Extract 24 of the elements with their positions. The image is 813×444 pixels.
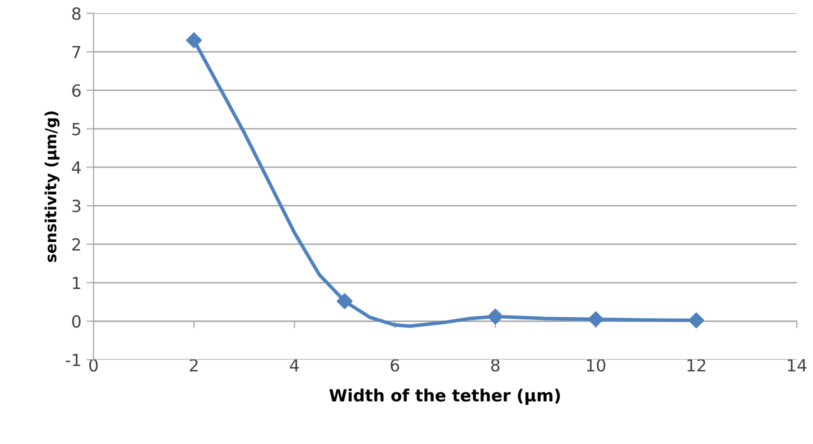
x-tick-label: 4: [290, 359, 299, 372]
x-axis-title: Width of the tether (µm): [329, 388, 560, 405]
y-tick-label: 6: [72, 84, 81, 97]
point: [688, 312, 704, 328]
x-tick-label: 8: [491, 358, 500, 372]
x-tick-label: 10: [587, 358, 606, 372]
x-tick-label: 14: [788, 359, 806, 372]
y-tick-label: 0: [72, 315, 81, 328]
y-tick-label: 7: [72, 46, 80, 58]
y-tick-label: 2: [72, 238, 80, 251]
point: [588, 311, 604, 328]
x-tick-label: 2: [190, 358, 198, 372]
point: [336, 293, 353, 310]
y-tick-label: 5: [72, 122, 80, 136]
point: [487, 308, 504, 325]
y-tick-label: 3: [72, 200, 80, 212]
x-tick-label: 6: [390, 358, 400, 372]
x-tick-label: 12: [688, 358, 706, 372]
y-tick-label: -1: [66, 354, 80, 366]
point: [186, 32, 202, 48]
y-tick-label: 8: [72, 7, 81, 20]
y-tick-label: 1: [72, 276, 80, 290]
y-axis-title: sensitivity (µm/g): [44, 111, 60, 262]
y-tick-label: 4: [72, 161, 81, 174]
